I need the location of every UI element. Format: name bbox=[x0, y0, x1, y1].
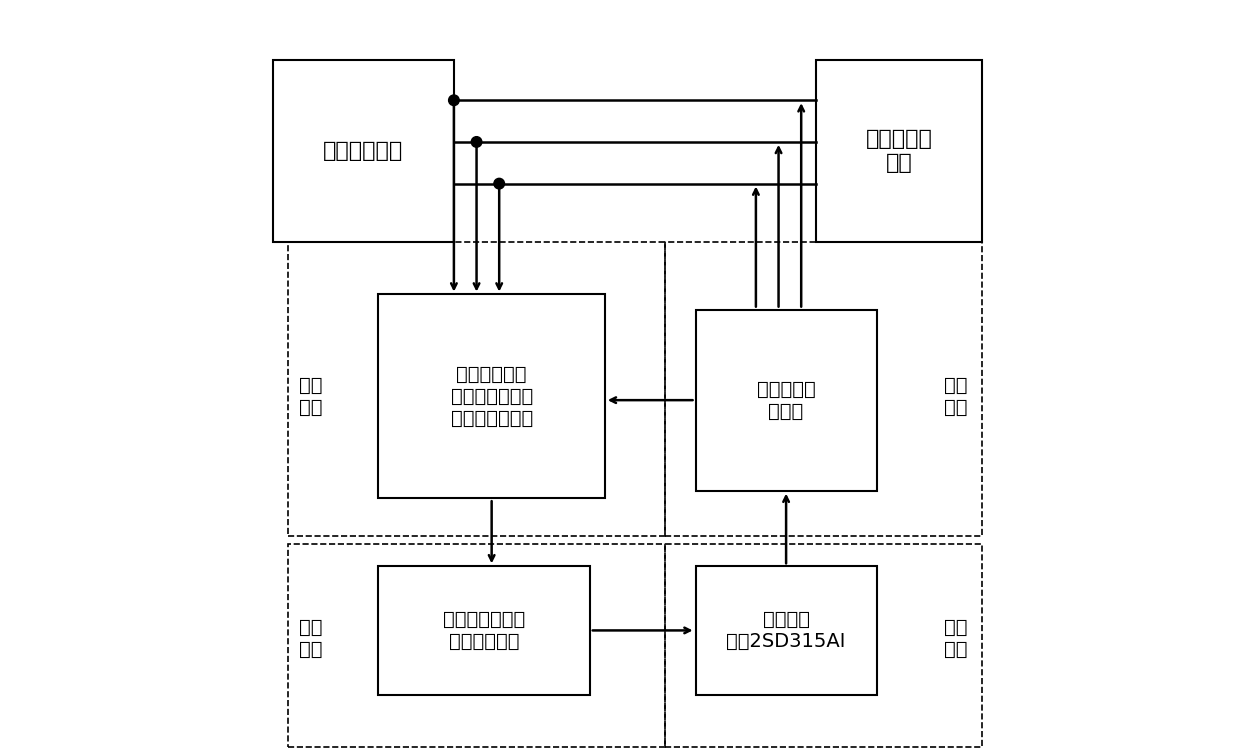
Circle shape bbox=[494, 178, 505, 189]
Text: 新型七电平
换流器: 新型七电平 换流器 bbox=[756, 380, 816, 421]
Text: 功率
单元: 功率 单元 bbox=[944, 376, 967, 417]
Text: 三相非线性
负载: 三相非线性 负载 bbox=[866, 129, 932, 173]
Text: 三相交流电网: 三相交流电网 bbox=[324, 141, 403, 161]
FancyBboxPatch shape bbox=[696, 310, 877, 491]
FancyBboxPatch shape bbox=[378, 566, 590, 695]
Text: 增加电压控制的
载波层叠调制: 增加电压控制的 载波层叠调制 bbox=[443, 610, 526, 651]
Text: 驱动电路
基于2SD315AI: 驱动电路 基于2SD315AI bbox=[727, 610, 846, 651]
Text: 驱动
单元: 驱动 单元 bbox=[944, 618, 967, 658]
Text: 采样
单元: 采样 单元 bbox=[299, 376, 322, 417]
Circle shape bbox=[449, 95, 459, 106]
FancyBboxPatch shape bbox=[696, 566, 877, 695]
FancyBboxPatch shape bbox=[378, 294, 605, 498]
Circle shape bbox=[471, 137, 482, 147]
FancyBboxPatch shape bbox=[273, 60, 454, 242]
FancyBboxPatch shape bbox=[816, 60, 982, 242]
Text: 网侧电压电流
直流侧电容电压
换流器输出电流: 网侧电压电流 直流侧电容电压 换流器输出电流 bbox=[450, 365, 533, 428]
Text: 控制
单元: 控制 单元 bbox=[299, 618, 322, 658]
